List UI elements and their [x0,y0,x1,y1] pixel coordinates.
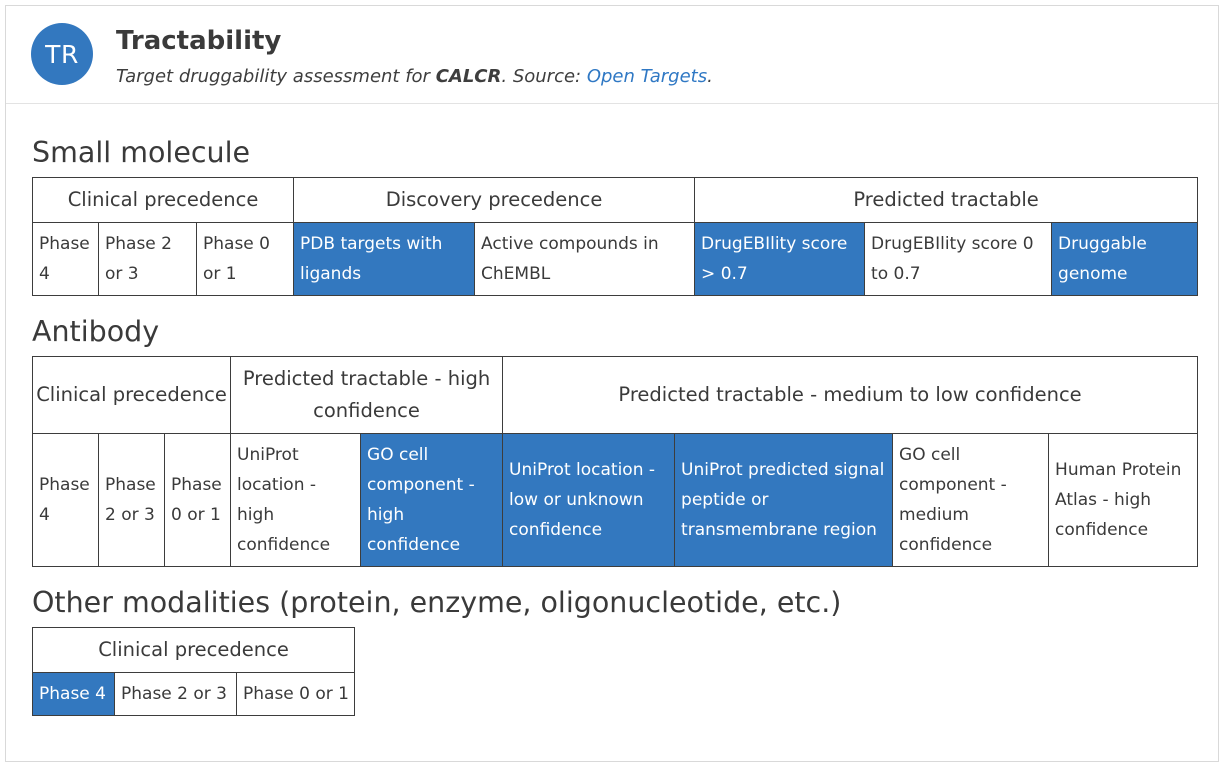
cell-phase-0-or-1: Phase 0 or 1 [235,672,356,716]
other-modalities-table: Clinical precedence Phase 4 Phase 2 or 3… [31,627,356,716]
avatar: TR [31,23,93,85]
group-header-predicted-high-confidence: Predicted tractable - high confidence [230,356,504,434]
cell-druggable-genome: Druggable genome [1051,222,1199,296]
cell-uniprot-location-high: UniProt location - high confidence [230,433,362,567]
card-header: TR Tractability Target druggability asse… [6,6,1218,104]
cell-phase-4: Phase 4 [32,433,99,567]
cell-go-cell-component-medium: GO cell component - medium confidence [892,433,1050,567]
cell-phase-4: Phase 4 [32,222,99,296]
subtitle: Target druggability assessment for CALCR… [116,66,713,87]
cell-go-cell-component-high: GO cell component - high confidence [360,433,504,567]
group-header-clinical-precedence: Clinical precedence [31,356,232,434]
source-link[interactable]: Open Targets [586,66,708,87]
small-molecule-table: Clinical precedence Discovery precedence… [31,177,1199,296]
group-header-predicted-tractable: Predicted tractable [694,177,1199,223]
section-title-other-modalities: Other modalities (protein, enzyme, oligo… [32,586,842,619]
cell-phase-2-or-3: Phase 2 or 3 [98,222,197,296]
section-title-antibody: Antibody [32,315,160,348]
page-title: Tractability [116,26,282,56]
cell-phase-0-or-1: Phase 0 or 1 [163,433,232,567]
subtitle-end: . [707,66,713,87]
tractability-card: TR Tractability Target druggability asse… [5,5,1219,762]
cell-human-protein-atlas-high: Human Protein Atlas - high confidence [1048,433,1199,567]
subtitle-mid: . Source: [501,66,587,87]
subtitle-prefix: Target druggability assessment for [116,66,436,87]
target-name: CALCR [435,66,502,87]
antibody-table: Clinical precedence Predicted tractable … [31,356,1199,567]
cell-active-compounds-in-chembl: Active compounds in ChEMBL [474,222,696,296]
cell-pdb-targets-with-ligands: PDB targets with ligands [293,222,476,296]
section-title-small-molecule: Small molecule [32,136,251,169]
cell-drugebility-score-high: DrugEBIlity score > 0.7 [694,222,866,296]
cell-uniprot-signal-peptide: UniProt predicted signal peptide or tran… [674,433,894,567]
group-header-clinical-precedence: Clinical precedence [31,177,295,223]
cell-drugebility-score-low: DrugEBIlity score 0 to 0.7 [864,222,1053,296]
cell-phase-4: Phase 4 [32,672,115,716]
cell-phase-0-or-1: Phase 0 or 1 [195,222,295,296]
group-header-predicted-medium-low-confidence: Predicted tractable - medium to low conf… [502,356,1199,434]
group-header-discovery-precedence: Discovery precedence [293,177,696,223]
cell-uniprot-location-low: UniProt location - low or unknown confid… [502,433,676,567]
cell-phase-2-or-3: Phase 2 or 3 [114,672,237,716]
cell-phase-2-or-3: Phase 2 or 3 [98,433,165,567]
group-header-clinical-precedence: Clinical precedence [31,627,356,673]
